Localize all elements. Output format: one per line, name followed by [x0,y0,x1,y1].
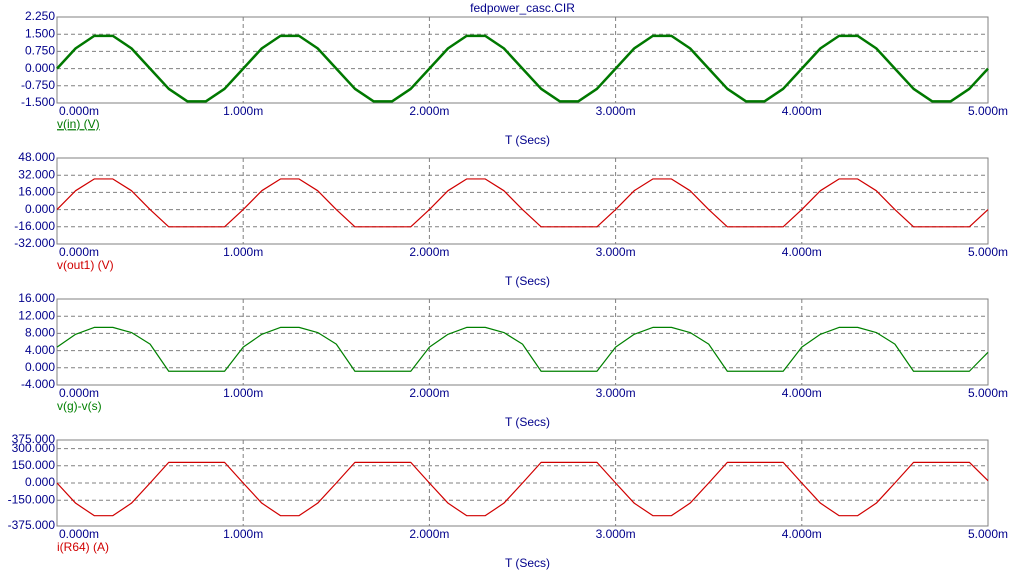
x-axis-label: T (Secs) [505,133,550,147]
y-tick-label: 2.250 [25,9,55,23]
y-tick-label: -150.000 [8,492,56,506]
x-tick-label: 3.000m [596,386,636,400]
x-tick-label: 3.000m [596,245,636,259]
y-tick-label: 0.750 [25,44,55,58]
x-tick-label: 3.000m [596,104,636,118]
plot-area [56,157,989,245]
y-tick-label: 4.000 [25,343,55,357]
x-tick-label: 4.000m [782,245,822,259]
y-tick-label: 16.000 [18,291,55,305]
y-tick-label: 12.000 [18,308,55,322]
x-tick-label: 2.000m [409,527,449,541]
series-line [56,461,989,517]
legend-label: i(R64) (A) [57,540,109,554]
x-axis-label: T (Secs) [505,556,550,570]
plot-area [56,298,989,386]
x-tick-label: 4.000m [782,527,822,541]
series-line [56,178,989,228]
x-axis-label: T (Secs) [505,415,550,429]
y-tick-label: 150.000 [12,458,56,472]
x-tick-label: 2.000m [409,386,449,400]
x-tick-label: 5.000m [968,245,1008,259]
chart-title: fedpower_casc.CIR [470,1,575,15]
x-axis-label: T (Secs) [505,274,550,288]
series-line [56,34,989,103]
y-tick-label: -16.000 [14,219,55,233]
y-tick-label: 32.000 [18,167,55,181]
y-tick-label: -375.000 [8,518,56,532]
x-tick-label: 4.000m [782,104,822,118]
legend-label: v(g)-v(s) [57,399,102,413]
x-tick-label: 1.000m [223,104,263,118]
x-tick-label: 0.000m [59,527,99,541]
y-tick-label: 1.500 [25,26,55,40]
series-line [56,326,989,372]
y-tick-label: 0.000 [25,475,55,489]
y-tick-label: 48.000 [18,150,55,164]
x-tick-label: 5.000m [968,386,1008,400]
x-tick-label: 2.000m [409,245,449,259]
y-tick-label: 16.000 [18,185,55,199]
legend-label: v(out1) (V) [57,258,114,272]
y-tick-label: 8.000 [25,326,55,340]
y-tick-label: 0.000 [25,360,55,374]
x-tick-label: 4.000m [782,386,822,400]
y-tick-label: 0.000 [25,61,55,75]
x-tick-label: 1.000m [223,245,263,259]
y-tick-label: -32.000 [14,236,55,250]
x-tick-label: 0.000m [59,245,99,259]
y-tick-label: 375.000 [12,432,56,446]
y-tick-label: 300.000 [12,441,56,455]
y-tick-label: -1.500 [21,95,55,109]
x-tick-label: 2.000m [409,104,449,118]
x-tick-label: 3.000m [596,527,636,541]
x-tick-label: 1.000m [223,527,263,541]
x-tick-label: 5.000m [968,104,1008,118]
y-tick-label: -0.750 [21,78,55,92]
x-tick-label: 0.000m [59,104,99,118]
legend-label: v(in) (V) [57,117,100,131]
x-tick-label: 0.000m [59,386,99,400]
x-tick-label: 5.000m [968,527,1008,541]
plot-area [56,16,989,104]
y-tick-label: 0.000 [25,202,55,216]
x-tick-label: 1.000m [223,386,263,400]
y-tick-label: -4.000 [21,377,55,391]
